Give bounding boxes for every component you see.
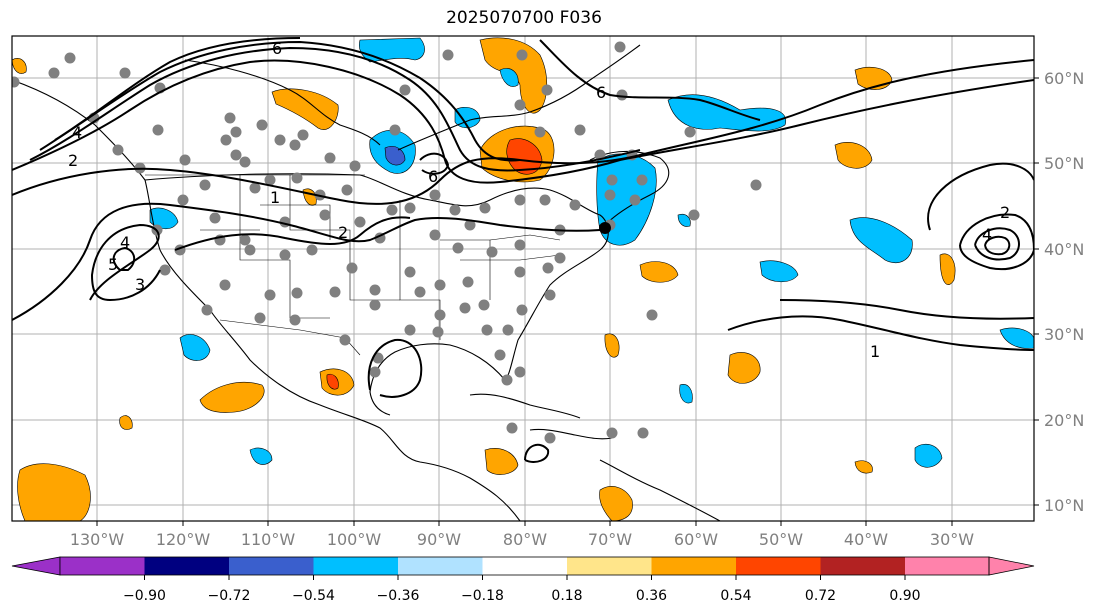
latitude-label: 40°N — [1044, 240, 1084, 259]
colorbar-tick-label: −0.72 — [208, 588, 251, 604]
longitude-label: 110°W — [241, 530, 296, 549]
longitude-label: 130°W — [70, 530, 125, 549]
colorbar-segment — [229, 557, 314, 575]
contour-label: 6 — [596, 83, 606, 102]
colorbar-tick-label: −0.36 — [377, 588, 420, 604]
latitude-label: 10°N — [1044, 496, 1084, 515]
axis-ticks — [96, 77, 1039, 526]
colorbar-tick-label: −0.90 — [123, 588, 166, 604]
longitude-label: 120°W — [156, 530, 211, 549]
colorbar-segment — [905, 557, 989, 575]
longitude-label: 100°W — [327, 530, 382, 549]
latitude-label: 60°N — [1044, 69, 1084, 88]
longitude-label: 30°W — [930, 530, 974, 549]
longitude-label: 50°W — [759, 530, 803, 549]
colorbar-tick-label: −0.18 — [461, 588, 504, 604]
colorbar-tick-label: 0.36 — [636, 588, 667, 604]
contour-label: 3 — [135, 275, 145, 294]
contour-label: 6 — [428, 167, 438, 186]
longitude-labels: 130°W 120°W 110°W 100°W 90°W 80°W 70°W 6… — [70, 530, 974, 549]
colorbar-tick-label: 0.90 — [889, 588, 920, 604]
height-contours — [12, 37, 1034, 463]
colorbar-tick-label: −0.54 — [292, 588, 335, 604]
contour-label: 2 — [68, 151, 78, 170]
colorbar-tick-label: 0.54 — [720, 588, 751, 604]
longitude-label: 60°W — [674, 530, 718, 549]
station-markers — [12, 41, 762, 444]
contour-label: 4 — [72, 123, 82, 142]
contour-label: 6 — [272, 39, 282, 58]
longitude-label: 40°W — [844, 530, 888, 549]
latitude-label: 50°N — [1044, 154, 1084, 173]
contour-label: 5 — [108, 255, 118, 274]
latitude-label: 30°N — [1044, 325, 1084, 344]
longitude-label: 70°W — [588, 530, 632, 549]
colorbar: −0.90 −0.72 −0.54 −0.36 −0.18 0.18 0.36 … — [11, 556, 1035, 604]
colorbar-segment — [60, 557, 145, 575]
colorbar-segment — [482, 557, 567, 575]
contour-label: 4 — [982, 225, 992, 244]
contour-label: 2 — [338, 223, 348, 242]
political-borders — [145, 174, 561, 356]
colorbar-extend-high — [988, 556, 1035, 576]
colorbar-extend-low — [11, 556, 61, 576]
colorbar-segment — [398, 557, 483, 575]
longitude-label: 80°W — [503, 530, 547, 549]
colorbar-segment — [144, 557, 229, 575]
colorbar-segment — [567, 557, 652, 575]
colorbar-tick-label: 0.18 — [551, 588, 582, 604]
latitude-labels: 60°N 50°N 40°N 30°N 20°N 10°N — [1044, 69, 1084, 515]
contour-label: 1 — [870, 342, 880, 361]
colorbar-segment — [736, 557, 821, 575]
colorbar-segment — [820, 557, 905, 575]
contour-label: 2 — [1000, 203, 1010, 222]
contour-label: 1 — [270, 188, 280, 207]
longitude-label: 90°W — [417, 530, 461, 549]
colorbar-tick-label: 0.72 — [805, 588, 836, 604]
coastlines — [12, 44, 721, 521]
colorbar-segment — [651, 557, 736, 575]
contour-labels: 6 6 6 4 2 1 2 4 5 3 1 2 4 — [68, 39, 1010, 361]
contour-label: 4 — [120, 233, 130, 252]
map-title: 2025070700 F036 — [446, 8, 602, 28]
colorbar-segment — [313, 557, 398, 575]
map-frame — [11, 35, 1035, 522]
anomaly-shading — [12, 37, 1034, 521]
map-background — [12, 36, 1034, 521]
latitude-label: 20°N — [1044, 411, 1084, 430]
